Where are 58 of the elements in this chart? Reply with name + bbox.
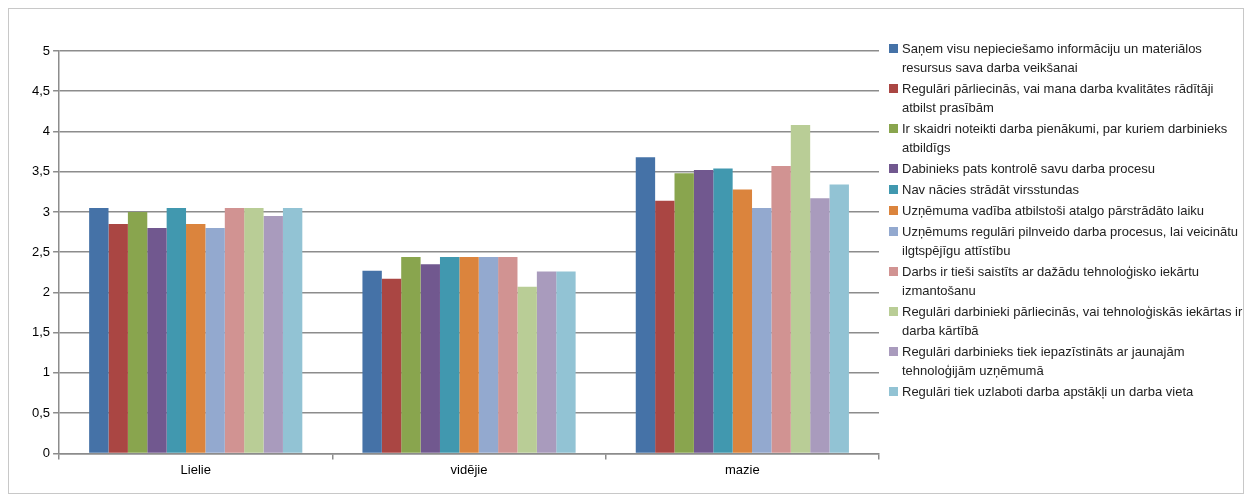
bar: [674, 173, 694, 453]
legend-label: Uzņēmuma vadība atbilstoši atalgo pārstrādāto laiku: [902, 202, 1205, 220]
bar: [693, 170, 714, 453]
bar: [752, 207, 772, 453]
bar: [282, 207, 303, 453]
y-tick-label: 0: [42, 444, 51, 460]
legend-label: Dabinieks pats kontrolē savu darba procesu: [902, 160, 1155, 178]
y-tick-label: 3,5: [31, 163, 51, 179]
y-tick-label: 2: [42, 284, 51, 300]
bar: [381, 278, 402, 453]
bar: [186, 224, 206, 453]
legend-label: Darbs ir tieši saistīts ar dažādu tehnoloģisko iekārtu izmantošanu: [902, 263, 1200, 300]
bar: [420, 264, 440, 453]
y-tick-label: 1: [42, 364, 51, 380]
legend-label: Uzņēmums regulāri pilnveido darba procesus, lai veicinātu ilgtspējīgu attīstību: [902, 223, 1239, 260]
legend-label: Regulāri tiek uzlaboti darba apstākļi un darba vieta: [902, 383, 1194, 401]
bar: [127, 211, 148, 453]
y-tick-label: 3: [42, 203, 51, 219]
y-tick-label: 1,5: [31, 324, 51, 340]
bar: [517, 286, 537, 453]
bar: [147, 228, 167, 453]
bar: [224, 207, 245, 453]
bar: [771, 166, 791, 453]
bar: [244, 207, 264, 453]
bar: [439, 257, 460, 453]
bar: [89, 207, 109, 453]
y-tick-label: 0,5: [31, 404, 51, 420]
bar: [108, 224, 128, 453]
bar: [478, 257, 499, 453]
legend-label: Regulāri darbinieks tiek iepazīstināts ar jaunajām tehnoloģijām uzņēmumā: [902, 343, 1186, 380]
bar: [713, 168, 733, 453]
bar: [635, 157, 656, 453]
bar: [790, 125, 811, 453]
x-tick-label: vidējie: [450, 461, 488, 477]
bar: [263, 215, 283, 453]
bar: [655, 200, 675, 453]
bar: [829, 184, 849, 453]
y-tick-label: 4: [42, 123, 51, 139]
legend-label: Regulāri pārliecinās, vai mana darba kvalitātes rādītāji atbilst prasībām: [902, 80, 1215, 117]
bar: [810, 198, 830, 453]
bar: [498, 257, 518, 453]
legend-label: Ir skaidri noteikti darba pienākumi, par kuriem darbinieks atbildīgs: [902, 120, 1229, 157]
bar: [362, 270, 382, 453]
y-tick-label: 2,5: [31, 243, 51, 259]
bar: [536, 271, 557, 453]
bar: [166, 207, 187, 453]
bar: [732, 189, 753, 453]
x-tick-label: mazie: [725, 461, 760, 477]
legend-label: Regulāri darbinieki pārliecinās, vai tehnoloģiskās iekārtas ir darba kārtībā: [902, 303, 1244, 340]
bar: [205, 228, 225, 453]
bar: [556, 271, 576, 453]
bar: [401, 257, 421, 453]
bar: [459, 257, 479, 453]
y-tick-label: 4,5: [31, 82, 51, 98]
y-tick-label: 5: [42, 42, 51, 58]
legend-label: Saņem visu nepieciešamo informāciju un materiālos resursus sava darba veikšanai: [902, 40, 1203, 77]
legend-label: Nav nācies strādāt virsstundas: [902, 181, 1080, 199]
x-tick-label: Lielie: [180, 461, 211, 477]
